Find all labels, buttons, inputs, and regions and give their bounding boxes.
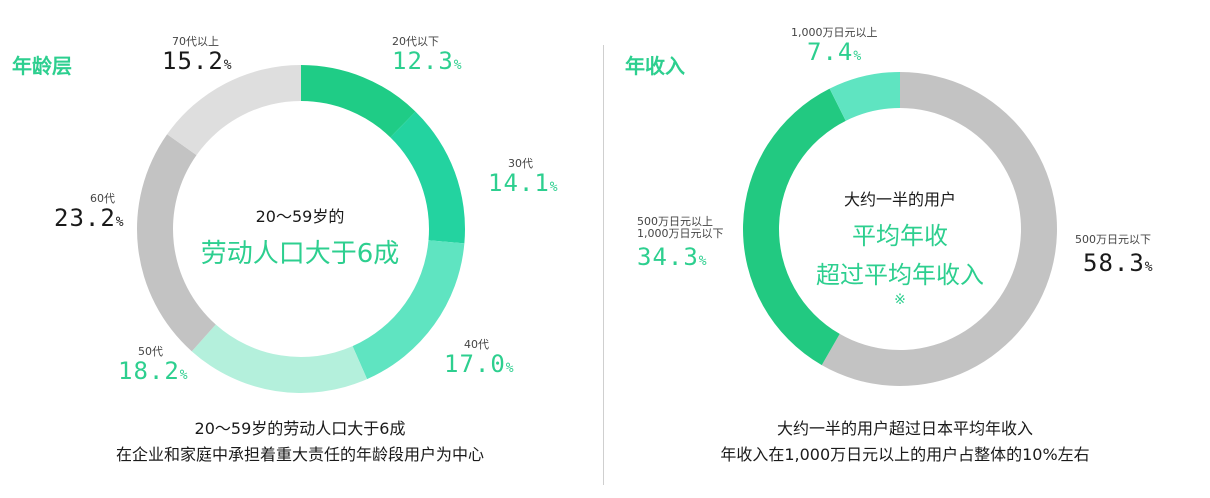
age-donut-chart xyxy=(137,65,465,393)
panel-divider xyxy=(603,45,604,485)
age-slice-0 xyxy=(301,65,416,138)
age-label-70s-above-value: 15.2 xyxy=(162,47,224,76)
age-label-20s-below-name: 20代以下 xyxy=(392,35,439,48)
income-label-500-1000-name-line2: 1,000万日元以下 xyxy=(637,227,724,241)
age-label-70s-above-unit: % xyxy=(223,58,232,74)
income-center-line2: 平均年收 xyxy=(852,222,948,250)
income-label-500-1000: 500万日元以上 1,000万日元以下 34.3% xyxy=(637,215,724,272)
income-label-500-below: 500万日元以下 58.3% xyxy=(1075,233,1153,278)
income-label-500-1000-name-line1: 500万日元以上 xyxy=(637,215,713,228)
income-center-line1: 大约一半的用户 xyxy=(843,190,956,209)
age-label-30s-unit: % xyxy=(549,180,558,196)
age-center-line2: 劳动人口大于6成 xyxy=(200,239,400,269)
age-label-20s-below-unit: % xyxy=(453,58,462,74)
age-label-30s-name: 30代 xyxy=(508,157,533,170)
income-panel: 年收入 大约一半的用户 平均年收 超过平均年收入 ※ 1,000万日元以上 7.… xyxy=(605,0,1210,498)
income-label-500-1000-value: 34.3 xyxy=(637,243,699,272)
income-label-500-below-unit: % xyxy=(1144,260,1153,276)
age-slice-4 xyxy=(137,134,216,352)
age-center-text: 20～59岁的 劳动人口大于6成 xyxy=(180,203,420,270)
age-slice-5 xyxy=(167,65,301,156)
age-label-40s-name: 40代 xyxy=(464,338,489,351)
income-footer-line2: 年收入在1,000万日元以上的用户占整体的10%左右 xyxy=(720,445,1090,464)
age-label-50s-name: 50代 xyxy=(138,345,163,358)
age-label-50s-value: 18.2 xyxy=(118,357,180,386)
age-label-40s-unit: % xyxy=(505,361,514,377)
income-footer-line1: 大约一半的用户超过日本平均年收入 xyxy=(776,419,1033,438)
income-slice-0 xyxy=(821,72,1057,386)
age-label-30s-value: 14.1 xyxy=(488,169,550,198)
age-footer: 20～59岁的劳动人口大于6成 在企业和家庭中承担着重大责任的年龄段用户为中心 xyxy=(40,416,560,468)
income-label-1000-above: 1,000万日元以上 7.4% xyxy=(791,26,878,67)
age-label-70s-above: 70代以上 15.2% xyxy=(162,35,232,76)
age-label-70s-above-name: 70代以上 xyxy=(172,35,219,48)
age-label-20s-below-value: 12.3 xyxy=(392,47,454,76)
income-footer: 大约一半的用户超过日本平均年收入 年收入在1,000万日元以上的用户占整体的10… xyxy=(625,416,1185,468)
income-donut-chart xyxy=(743,72,1057,386)
income-label-1000-above-name: 1,000万日元以上 xyxy=(791,26,878,39)
age-slice-3 xyxy=(191,324,368,393)
age-label-50s: 50代 18.2% xyxy=(118,345,188,386)
age-slice-2 xyxy=(352,240,465,380)
income-label-500-1000-unit: % xyxy=(698,254,707,270)
age-footer-line1: 20～59岁的劳动人口大于6成 xyxy=(194,419,406,438)
age-label-60s: 60代 23.2% xyxy=(54,192,124,233)
income-center-mark: ※ xyxy=(894,292,906,308)
income-label-500-below-name: 500万日元以下 xyxy=(1075,233,1151,246)
age-section-title: 年龄层 xyxy=(12,54,72,78)
income-center-line3: 超过平均年收入 xyxy=(816,261,984,289)
income-label-500-below-value: 58.3 xyxy=(1083,249,1145,278)
income-label-1000-above-value: 7.4 xyxy=(807,38,854,67)
age-label-40s-value: 17.0 xyxy=(444,350,506,379)
age-label-40s: 40代 17.0% xyxy=(444,338,514,379)
age-label-60s-unit: % xyxy=(115,215,124,231)
income-section-title: 年收入 xyxy=(625,54,685,78)
age-label-60s-name: 60代 xyxy=(90,192,115,205)
income-label-1000-above-unit: % xyxy=(853,49,862,65)
income-slice-2 xyxy=(829,72,900,121)
age-panel: 年龄层 20～59岁的 劳动人口大于6成 20代以下 12.3% 30代 14.… xyxy=(0,0,600,498)
age-label-50s-unit: % xyxy=(179,368,188,384)
income-center-text: 大约一半的用户 平均年收 超过平均年收入 ※ xyxy=(780,186,1020,308)
age-label-60s-value: 23.2 xyxy=(54,204,116,233)
age-slice-1 xyxy=(390,111,465,244)
income-slice-1 xyxy=(743,88,846,366)
age-label-20s-below: 20代以下 12.3% xyxy=(392,35,462,76)
age-center-line1: 20～59岁的 xyxy=(255,207,345,226)
age-label-30s: 30代 14.1% xyxy=(488,157,558,198)
age-footer-line2: 在企业和家庭中承担着重大责任的年龄段用户为中心 xyxy=(115,445,484,464)
